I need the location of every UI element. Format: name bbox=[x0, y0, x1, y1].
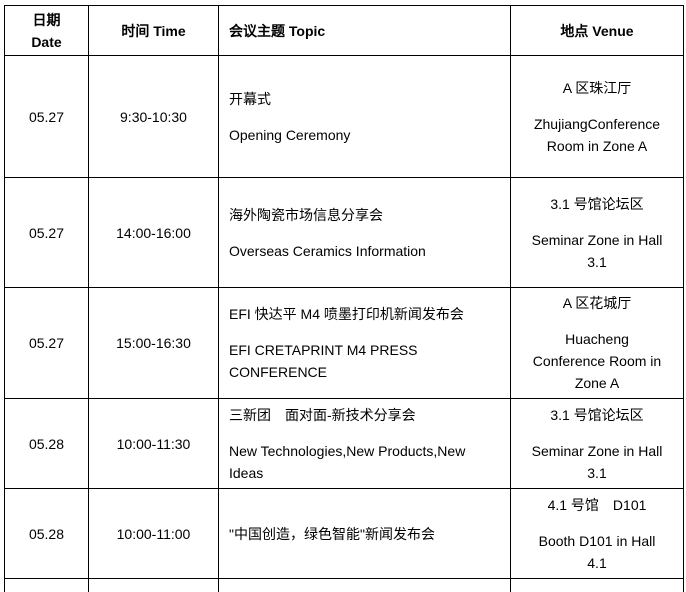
header-time: 时间 Time bbox=[88, 5, 219, 56]
table-row: 05.27 15:00-16:30 EFI 快达平 M4 喷墨打印机新闻发布会 … bbox=[4, 287, 684, 399]
topic-en: New Technologies,New Products,New Ideas bbox=[229, 442, 466, 481]
venue-en: Seminar Zone in Hall 3.1 bbox=[531, 442, 663, 481]
topic-cell: 三新团 面对面-新技术分享会 New Technologies,New Prod… bbox=[218, 398, 511, 489]
header-date: 日期 Date bbox=[4, 5, 89, 56]
topic-cell bbox=[218, 578, 511, 592]
topic-en: Opening Ceremony bbox=[229, 126, 351, 143]
table-row: 05.28 10:00-11:30 三新团 面对面-新技术分享会 New Tec… bbox=[4, 398, 684, 489]
time-cell: 10:00-11:30 bbox=[88, 398, 219, 489]
venue-en: Huacheng Conference Room in Zone A bbox=[532, 331, 662, 391]
venue-cell: 3.1 号馆论坛区 Seminar Zone in Hall 3.1 bbox=[510, 177, 684, 288]
venue-zh: A 区花城厅 bbox=[562, 295, 632, 311]
table-row-partial bbox=[4, 578, 684, 592]
header-date-zh: 日期 bbox=[32, 11, 61, 28]
header-topic: 会议主题 Topic bbox=[218, 5, 511, 56]
date-cell: 05.27 bbox=[4, 287, 89, 399]
schedule-table: 日期 Date 时间 Time 会议主题 Topic 地点 Venue 05.2… bbox=[4, 5, 684, 592]
topic-zh: 开幕式 bbox=[229, 90, 271, 107]
time-cell: 15:00-16:30 bbox=[88, 287, 219, 399]
time-cell bbox=[88, 578, 219, 592]
header-row: 日期 Date 时间 Time 会议主题 Topic 地点 Venue bbox=[4, 5, 684, 56]
header-venue: 地点 Venue bbox=[510, 5, 684, 56]
venue-cell: 4.1 号馆 D101 Booth D101 in Hall 4.1 bbox=[510, 488, 684, 579]
venue-en: ZhujiangConference Room in Zone A bbox=[533, 115, 661, 154]
topic-en: EFI CRETAPRINT M4 PRESS CONFERENCE bbox=[229, 342, 418, 380]
topic-zh: "中国创造，绿色智能"新闻发布会 bbox=[229, 525, 435, 542]
date-cell: 05.28 bbox=[4, 488, 89, 579]
venue-en: Seminar Zone in Hall 3.1 bbox=[531, 231, 663, 270]
topic-en: Overseas Ceramics Information bbox=[229, 242, 426, 259]
table-row: 05.27 14:00-16:00 海外陶瓷市场信息分享会 Overseas C… bbox=[4, 177, 684, 288]
topic-zh: 三新团 面对面-新技术分享会 bbox=[229, 406, 416, 423]
venue-zh: A 区珠江厅 bbox=[562, 79, 632, 96]
topic-cell: 开幕式 Opening Ceremony bbox=[218, 55, 511, 178]
time-cell: 9:30-10:30 bbox=[88, 55, 219, 178]
time-cell: 10:00-11:00 bbox=[88, 488, 219, 579]
date-cell bbox=[4, 578, 89, 592]
venue-en: Booth D101 in Hall 4.1 bbox=[538, 532, 656, 571]
topic-cell: EFI 快达平 M4 喷墨打印机新闻发布会 EFI CRETAPRINT M4 … bbox=[218, 287, 511, 399]
venue-cell bbox=[510, 578, 684, 592]
header-date-en: Date bbox=[31, 33, 62, 50]
topic-zh: 海外陶瓷市场信息分享会 bbox=[229, 206, 383, 223]
topic-cell: 海外陶瓷市场信息分享会 Overseas Ceramics Informatio… bbox=[218, 177, 511, 288]
venue-cell: 3.1 号馆论坛区 Seminar Zone in Hall 3.1 bbox=[510, 398, 684, 489]
date-cell: 05.28 bbox=[4, 398, 89, 489]
venue-zh: 3.1 号馆论坛区 bbox=[550, 195, 644, 212]
venue-zh: 3.1 号馆论坛区 bbox=[550, 406, 644, 423]
date-cell: 05.27 bbox=[4, 55, 89, 178]
time-cell: 14:00-16:00 bbox=[88, 177, 219, 288]
venue-cell: A 区花城厅 Huacheng Conference Room in Zone … bbox=[510, 287, 684, 399]
date-cell: 05.27 bbox=[4, 177, 89, 288]
venue-zh: 4.1 号馆 D101 bbox=[547, 496, 647, 513]
table-row: 05.28 10:00-11:00 "中国创造，绿色智能"新闻发布会 4.1 号… bbox=[4, 488, 684, 579]
table-row: 05.27 9:30-10:30 开幕式 Opening Ceremony A … bbox=[4, 55, 684, 178]
venue-cell: A 区珠江厅 ZhujiangConference Room in Zone A bbox=[510, 55, 684, 178]
topic-zh: EFI 快达平 M4 喷墨打印机新闻发布会 bbox=[229, 306, 464, 322]
topic-cell: "中国创造，绿色智能"新闻发布会 bbox=[218, 488, 511, 579]
